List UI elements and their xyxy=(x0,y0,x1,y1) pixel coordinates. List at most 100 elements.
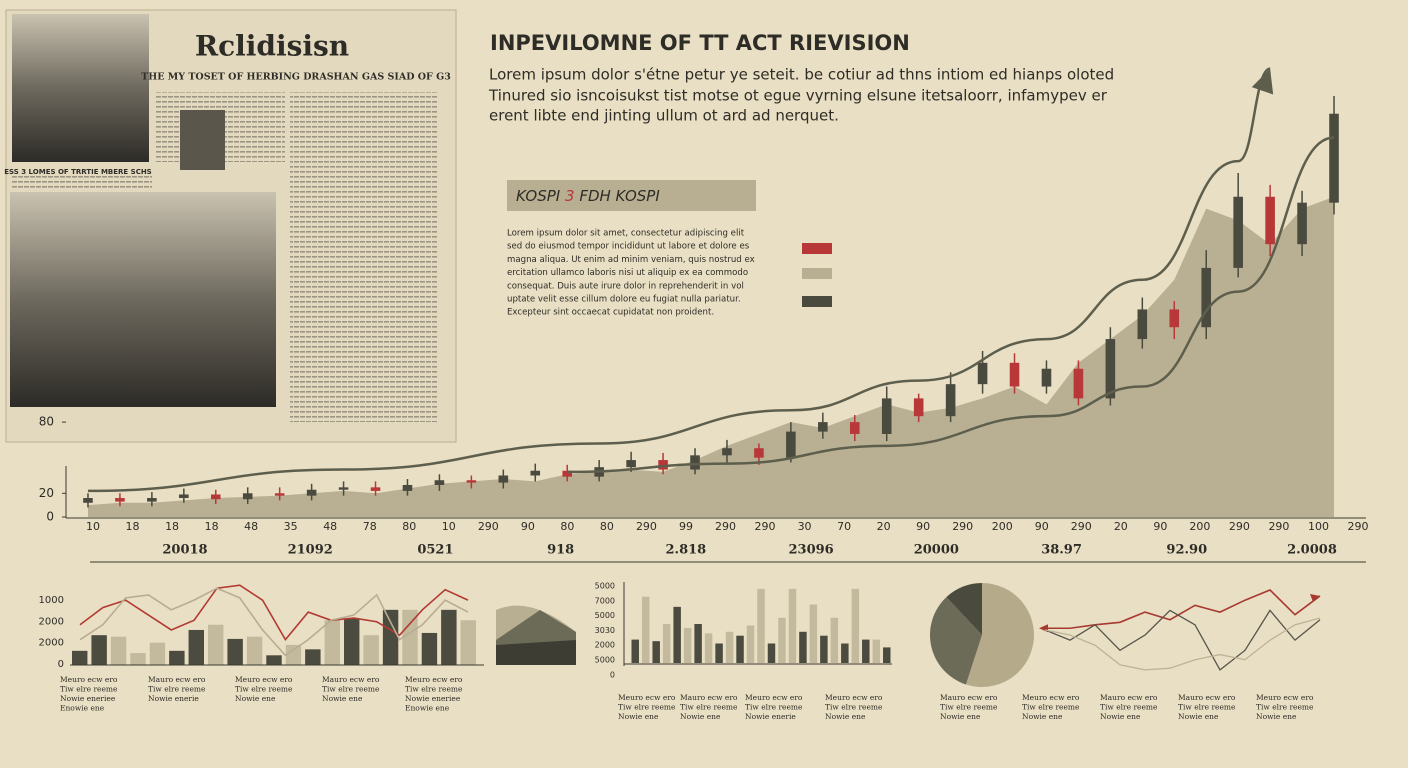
period-label: 2.818 xyxy=(666,543,707,558)
x-tick-label: 90 xyxy=(521,520,535,533)
caption-line: Tiw elre reeme xyxy=(1256,703,1314,712)
bar xyxy=(344,618,360,665)
bar xyxy=(246,636,263,665)
caption-line: Nowie ene xyxy=(680,712,721,721)
period-label: 918 xyxy=(547,543,574,558)
x-tick-label: 80 xyxy=(600,520,614,533)
caption-line: Tiw elre reeme xyxy=(322,685,380,694)
period-label: 23096 xyxy=(788,543,833,558)
caption-line: Meuro ecw ero xyxy=(745,693,803,702)
x-tick-label: 290 xyxy=(636,520,657,533)
legend-title: KOSPI 3 FDH KOSPI xyxy=(516,187,660,205)
bar xyxy=(767,643,776,663)
candle-body xyxy=(1041,368,1052,387)
x-tick-label: 90 xyxy=(1153,520,1167,533)
caption-line: Tiw elre reeme xyxy=(680,703,738,712)
candle-body xyxy=(690,455,700,470)
bar xyxy=(872,639,881,663)
bar xyxy=(460,620,476,665)
caption-line: Nowie ene xyxy=(940,712,981,721)
x-tick-label: 30 xyxy=(798,520,812,533)
caption-line: Enowie ene xyxy=(60,704,105,713)
line xyxy=(1044,617,1321,671)
bar xyxy=(110,636,127,665)
lead-line: erent libte end jinting ullum ot ard ad … xyxy=(489,107,839,125)
x-tick-label: 18 xyxy=(165,520,179,533)
bar xyxy=(441,609,457,665)
caption-line: Nowie enerie xyxy=(745,712,796,721)
x-tick-label: 290 xyxy=(478,520,499,533)
candle-body xyxy=(562,470,573,477)
bar xyxy=(809,604,818,663)
caption-line: Mauro ecw ero xyxy=(940,693,998,702)
y-tick-label: 2000 xyxy=(39,616,64,627)
bar xyxy=(830,617,839,663)
line xyxy=(79,584,469,642)
bar xyxy=(778,617,786,663)
main-chart: 0 20 80 10 18 18 18 48 35 48 78 80 10 290 90 80 80 290 99 2… xyxy=(39,67,1369,563)
caption-line: Meuro ecw ero xyxy=(405,675,463,684)
y-tick-label: 5000 xyxy=(595,582,615,591)
x-tick-label: 80 xyxy=(402,520,416,533)
caption-line: Tiw elre reeme xyxy=(1178,703,1236,712)
bar xyxy=(736,635,744,663)
masthead: Rclidisisn xyxy=(195,30,349,63)
y-tick-label: 2000 xyxy=(595,641,615,650)
bar xyxy=(746,625,755,663)
bar xyxy=(725,631,734,663)
trend-line xyxy=(567,136,1335,474)
caption-line: Meuro ecw ero xyxy=(618,693,676,702)
candle-body xyxy=(881,398,892,434)
x-tick-label: 290 xyxy=(1229,520,1250,533)
caption-line: Tiw elre reeme xyxy=(745,703,803,712)
caption-line: Nowie eneriee xyxy=(405,694,461,703)
x-tick-label: 80 xyxy=(560,520,574,533)
x-tick-label: 290 xyxy=(952,520,973,533)
y-tick-label: 0 xyxy=(58,659,64,670)
candle-body xyxy=(1169,309,1180,328)
bar xyxy=(820,635,828,663)
period-label: 20000 xyxy=(914,543,959,558)
candle-body xyxy=(913,398,924,417)
candle-body xyxy=(1329,113,1339,203)
bar xyxy=(799,631,807,663)
pie-slice xyxy=(930,597,982,685)
x-tick-label: 78 xyxy=(363,520,377,533)
bar xyxy=(421,632,438,665)
newspaper: Rclidisisn THE MY TOSET OF HERBING DRASH… xyxy=(4,9,457,443)
caption-line: Meuro ecw ero xyxy=(825,693,883,702)
bar xyxy=(683,627,692,663)
caption-line: Nowie ene xyxy=(1178,712,1219,721)
bar xyxy=(641,596,650,663)
caption-line: Mauro ecw ero xyxy=(1178,693,1236,702)
candle-body xyxy=(466,480,477,483)
caption-line: Nowie ene xyxy=(618,712,659,721)
y-tick-label: 1000 xyxy=(39,595,64,606)
x-tick-label: 100 xyxy=(1308,520,1329,533)
bar xyxy=(851,588,860,663)
x-tick-label: 290 xyxy=(715,520,736,533)
line xyxy=(1045,589,1321,630)
caption-line: Nowie ene xyxy=(1100,712,1141,721)
candle-body xyxy=(274,493,285,496)
bar xyxy=(227,638,243,665)
candle-body xyxy=(658,460,668,470)
bar xyxy=(91,635,107,665)
bar xyxy=(841,643,849,663)
x-tick-label: 20 xyxy=(877,520,891,533)
bar xyxy=(208,624,224,665)
candle-body xyxy=(786,431,796,458)
title: INPEVILOMNE OF TT ACT RIEVISION xyxy=(490,31,910,55)
arrowhead xyxy=(1251,68,1274,95)
candle-body xyxy=(498,475,509,483)
body-line: Excepteur sint occaecat cupidatat non pr… xyxy=(507,308,714,318)
caption-line: Enowie ene xyxy=(405,704,450,713)
y-tick-label: 20 xyxy=(39,486,54,500)
candle-body xyxy=(147,498,157,502)
caption-line: Nowie ene xyxy=(235,694,276,703)
caption-line: Mauro ecw ero xyxy=(680,693,738,702)
x-tick-label: 35 xyxy=(284,520,298,533)
y-tick-label: 0 xyxy=(610,670,615,679)
candle-body xyxy=(1297,202,1307,245)
